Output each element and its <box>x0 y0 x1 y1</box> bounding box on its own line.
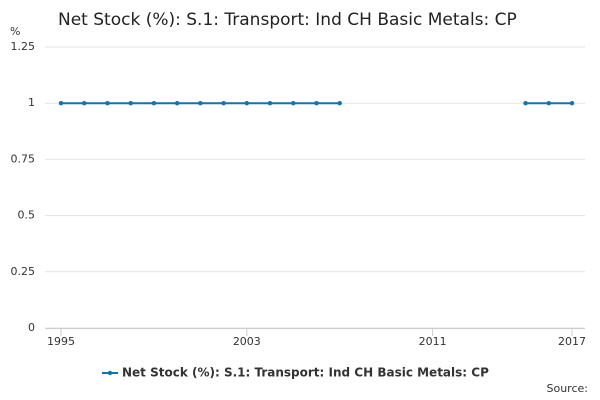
data-point <box>569 101 575 106</box>
data-point <box>82 101 87 106</box>
data-point <box>314 101 319 106</box>
x-tick-label: 2011 <box>419 335 447 348</box>
y-tick-label: 1.25 <box>11 40 36 53</box>
y-tick-label: 0.25 <box>11 265 36 278</box>
data-point <box>221 101 226 106</box>
data-point <box>198 101 203 106</box>
y-tick-label: 0.75 <box>11 152 36 165</box>
y-axis-label: % <box>10 25 20 38</box>
data-point <box>291 101 296 106</box>
data-point <box>105 101 110 106</box>
y-tick-label: 0 <box>28 321 35 334</box>
data-point <box>523 101 528 106</box>
x-tick-label: 1995 <box>47 335 75 348</box>
y-tick-label: 1 <box>28 96 35 109</box>
data-point <box>151 101 157 106</box>
data-point <box>174 101 180 106</box>
data-point <box>337 101 342 106</box>
data-point <box>244 101 250 106</box>
data-point <box>128 101 133 106</box>
legend-label: Net Stock (%): S.1: Transport: Ind CH Ba… <box>122 366 489 380</box>
data-point <box>267 101 273 106</box>
data-point <box>58 101 64 106</box>
data-point <box>546 101 551 106</box>
y-tick-label: 0.5 <box>18 209 36 222</box>
legend-marker <box>107 370 113 376</box>
chart-title: Net Stock (%): S.1: Transport: Ind CH Ba… <box>58 10 517 30</box>
source: Source: <box>547 382 589 395</box>
x-tick-label: 2003 <box>233 335 261 348</box>
x-tick-label: 2017 <box>558 335 586 348</box>
